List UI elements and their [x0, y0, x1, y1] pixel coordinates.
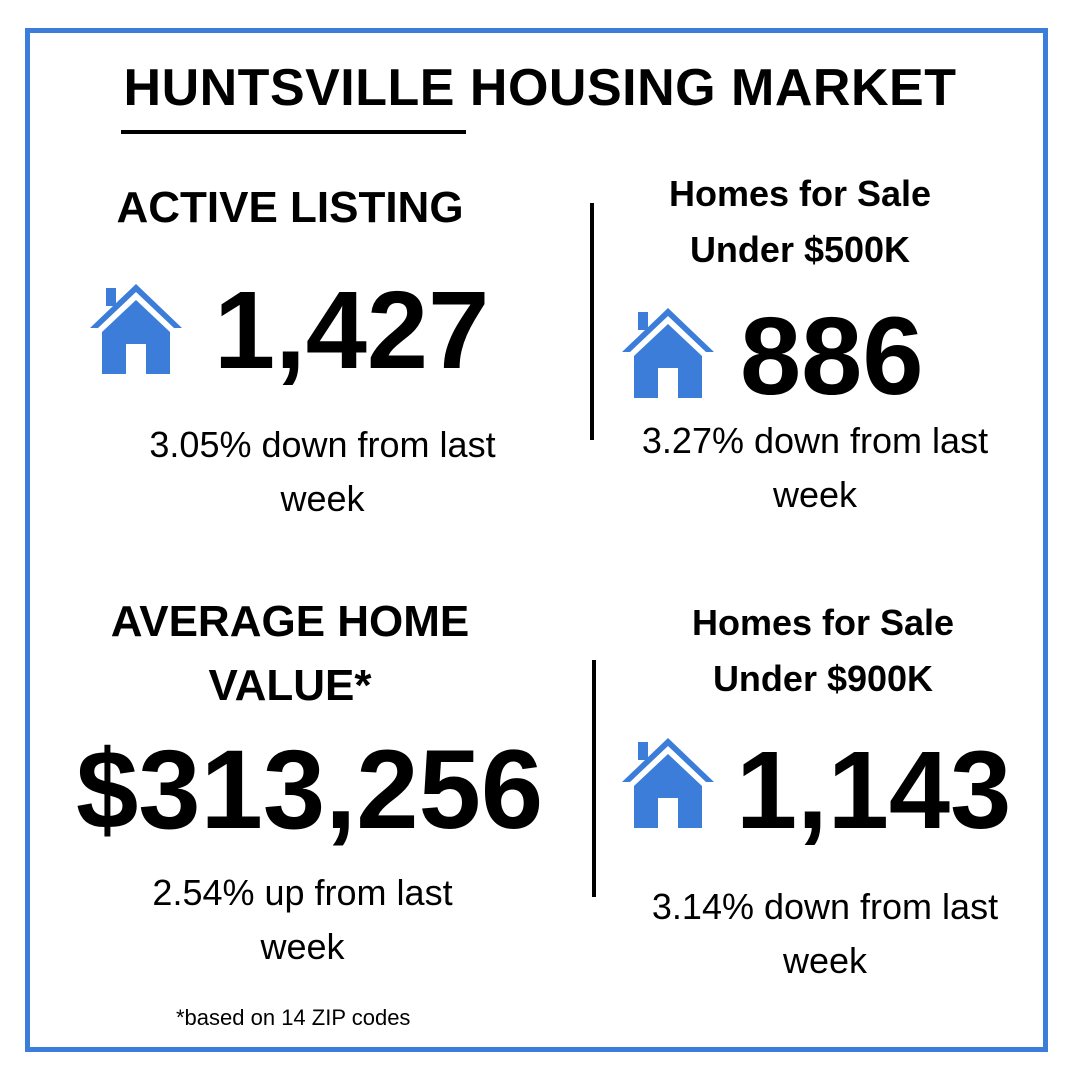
under-900k-heading-line1: Homes for Sale [691, 602, 955, 643]
under-500k-heading-line2: Under $500K [689, 229, 911, 270]
average-home-value-change: 2.54% up from last week [152, 872, 453, 967]
under-500k-heading-line1: Homes for Sale [668, 173, 932, 214]
average-home-value-footnote: *based on 14 ZIP codes [176, 1005, 411, 1030]
under-900k-change: 3.14% down from last week [651, 886, 999, 981]
column-divider-bottom [592, 660, 596, 897]
house-icon [622, 308, 714, 398]
average-home-value-heading-line2: VALUE* [208, 661, 372, 710]
active-listing-heading: ACTIVE LISTING [116, 183, 464, 232]
house-icon [90, 284, 182, 374]
under-500k-change: 3.27% down from last week [641, 420, 989, 515]
under-900k-value: 1,143 [736, 729, 1012, 852]
column-divider-top [590, 203, 594, 440]
average-home-value-value: $313,256 [76, 727, 544, 852]
house-icon [622, 738, 714, 828]
page-title: HUNTSVILLE HOUSING MARKET [123, 59, 957, 117]
active-listing-change: 3.05% down from last week [149, 424, 496, 519]
active-listing-value: 1,427 [214, 269, 490, 392]
under-500k-value: 886 [740, 295, 924, 418]
average-home-value-heading-line1: AVERAGE HOME [110, 597, 470, 646]
title-underline [121, 130, 466, 134]
under-900k-heading-line2: Under $900K [712, 658, 934, 699]
card-frame [25, 28, 1048, 1052]
